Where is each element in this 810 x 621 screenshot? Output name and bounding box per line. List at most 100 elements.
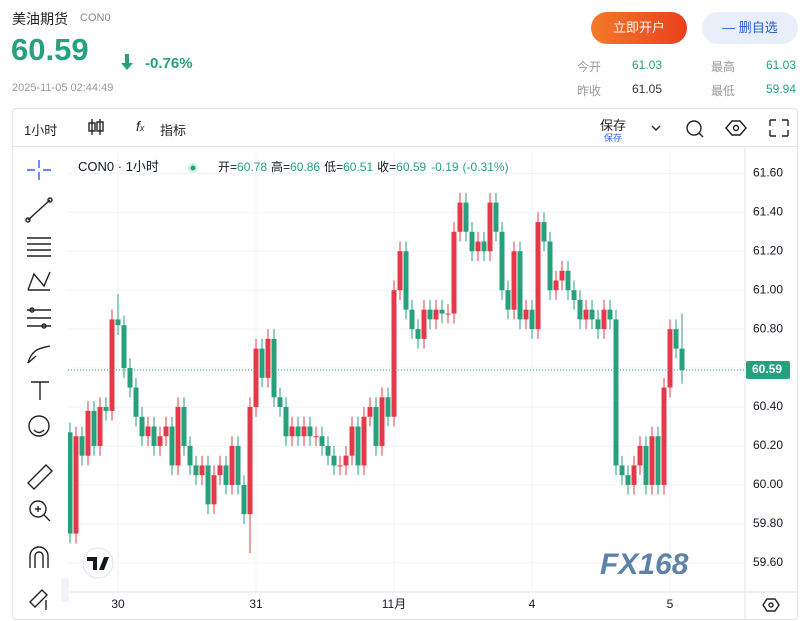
candle-body (121, 325, 127, 369)
last-price-label: 60.59 (752, 362, 782, 376)
candle-body (655, 436, 661, 485)
candle-body (355, 426, 361, 466)
x-tick-label: 5 (667, 597, 674, 611)
code: CON0 (80, 12, 111, 24)
candle-body (457, 202, 463, 232)
candle-body (409, 309, 415, 330)
candle-body (259, 348, 265, 378)
stat-value: 59.94 (766, 82, 797, 96)
y-tick-label: 61.60 (753, 166, 783, 180)
stat-value: 61.03 (766, 58, 797, 72)
toolbar-divider (12, 146, 798, 147)
candle-body (289, 426, 295, 437)
candle-body (163, 426, 169, 437)
candle-body (319, 436, 325, 446)
candle-body (181, 407, 187, 446)
candle-body (607, 309, 613, 320)
drawing-tools[interactable] (20, 158, 60, 613)
y-tick-label: 61.00 (753, 282, 783, 296)
status-dot-core (190, 165, 196, 171)
price: 60.59 (11, 32, 89, 67)
candle-body (589, 309, 595, 320)
candle-body (613, 319, 619, 466)
candle-body (601, 309, 607, 330)
indicators-button[interactable]: 指标 (160, 123, 187, 138)
candle-body (625, 475, 631, 485)
candle-body (211, 475, 217, 505)
candle-body (553, 280, 559, 291)
candle-body (577, 299, 583, 320)
candle-body (391, 290, 397, 417)
candle-body (505, 290, 511, 310)
candle-body (523, 309, 529, 320)
candle-body (373, 407, 379, 446)
y-tick-label: 60.40 (753, 399, 783, 413)
candle-body (115, 319, 121, 326)
y-tick-label: 60.00 (753, 477, 783, 491)
candle-body (415, 329, 421, 339)
candle-body (85, 410, 91, 456)
title: 美油期货 (12, 11, 68, 27)
grid (68, 150, 745, 592)
candle-body (265, 338, 271, 378)
chart-frame (12, 108, 798, 620)
y-tick-label: 60.20 (753, 438, 783, 452)
candle-body (421, 309, 427, 339)
candle-body (97, 407, 103, 446)
legend-label: 开= (218, 160, 237, 174)
settings-icon[interactable] (762, 598, 780, 612)
candle-body (475, 241, 481, 252)
candle-body (679, 348, 685, 371)
candle-body (145, 426, 151, 437)
candle-body (565, 270, 571, 291)
candle-body (673, 329, 679, 349)
candle-type-icon[interactable] (86, 116, 106, 138)
candle-body (445, 313, 451, 315)
candle-body (295, 426, 301, 437)
candle-body (385, 397, 391, 417)
candle-body (511, 251, 517, 310)
y-tick-label: 59.60 (753, 555, 783, 569)
save-button[interactable]: 保存 (600, 118, 627, 133)
interval: 1小时 (126, 159, 159, 174)
candle-body (637, 445, 643, 466)
candle-body (535, 222, 541, 330)
candle-body (103, 407, 109, 411)
candle-body (661, 387, 667, 485)
candle-body (469, 231, 475, 252)
candle-body (529, 309, 535, 330)
candles (68, 192, 685, 554)
save-sub: 保存 (604, 133, 623, 143)
candle-body (187, 445, 193, 466)
toolbar-icons (651, 119, 789, 138)
candle-body (619, 465, 625, 476)
fx-icon[interactable]: fx (136, 118, 145, 134)
candle-body (193, 465, 199, 476)
x-tick-label: 11月 (382, 597, 406, 611)
candle-body (463, 202, 469, 232)
candle-body (199, 465, 205, 476)
stat-label: 今开 (577, 60, 602, 74)
candle-body (169, 426, 175, 466)
legend-value: 60.51 (343, 160, 373, 174)
candle-body (595, 319, 601, 330)
candle-body (427, 309, 433, 320)
candle-body (229, 445, 235, 485)
stat-value: 61.03 (632, 58, 663, 72)
stat-label: 最高 (711, 60, 736, 74)
open-account-button[interactable]: 立即开户 (591, 12, 687, 44)
legend-label: 收= (377, 160, 396, 174)
last-price-box (746, 361, 790, 380)
candle-body (517, 251, 523, 320)
candle-body (559, 270, 565, 281)
candle-body (571, 290, 577, 300)
interval-button[interactable]: 1小时 (24, 123, 58, 138)
candle-body (205, 465, 211, 505)
candle-body (301, 426, 307, 437)
candle-body (175, 407, 181, 466)
ohlc-legend: 开=60.78 高=60.86 低=60.51 收=60.59 -0.19 (-0.31%… (218, 159, 509, 174)
candle-body (79, 436, 85, 456)
collapse-handle[interactable] (61, 578, 69, 602)
watchlist-button[interactable]: — 删自选 (702, 12, 798, 44)
